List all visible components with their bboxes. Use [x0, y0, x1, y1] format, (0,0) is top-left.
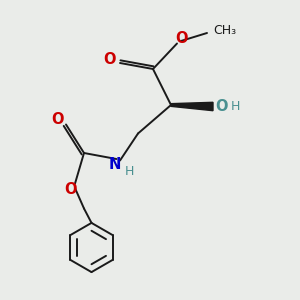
Text: O: O — [103, 52, 116, 68]
Text: N: N — [108, 157, 121, 172]
Text: H: H — [124, 165, 134, 178]
Text: H: H — [231, 100, 240, 113]
Polygon shape — [171, 102, 213, 111]
Text: O: O — [175, 31, 188, 46]
Text: CH₃: CH₃ — [213, 23, 236, 37]
Text: O: O — [64, 182, 77, 197]
Text: O: O — [51, 112, 63, 128]
Text: O: O — [216, 99, 228, 114]
